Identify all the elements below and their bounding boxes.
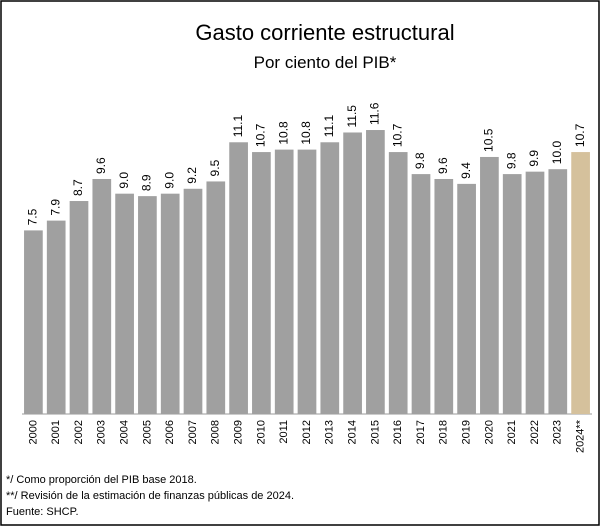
bar: [115, 193, 134, 414]
x-tick-label: 2006: [164, 420, 176, 444]
note: */ Como proporción del PIB base 2018.: [6, 474, 197, 486]
bar: [92, 178, 112, 414]
bar: [252, 152, 271, 414]
x-tick-label: 2003: [96, 420, 108, 444]
x-tick-label: 2019: [461, 420, 473, 444]
data-label: 9.2: [185, 167, 199, 184]
bar: [297, 149, 317, 414]
data-label: 10.7: [254, 123, 268, 147]
x-tick-label: 2013: [324, 420, 336, 444]
bar: [343, 132, 362, 415]
data-label: 9.9: [527, 150, 541, 167]
bar: [24, 230, 43, 414]
x-tick-label: 2014: [347, 420, 359, 444]
x-tick-label: 2009: [233, 420, 245, 444]
data-label: 11.1: [231, 114, 245, 137]
bar: [434, 178, 454, 414]
bar: [571, 152, 590, 414]
bar: [411, 174, 431, 414]
x-tick-label: 2016: [392, 420, 404, 444]
data-label: 9.6: [94, 157, 108, 174]
chart-title: Gasto corriente estructural: [195, 20, 454, 45]
data-label: 10.7: [390, 123, 404, 147]
bar: [206, 181, 226, 414]
x-tick-label: 2022: [529, 420, 541, 444]
note: **/ Revisión de la estimación de finanza…: [6, 490, 294, 502]
x-tick-label: 2010: [255, 420, 267, 444]
bar: [320, 142, 340, 414]
data-label: 10.8: [299, 121, 313, 145]
data-label: 10.7: [573, 123, 587, 147]
x-tick-label: 2018: [438, 420, 450, 444]
data-label: 10.0: [550, 141, 564, 165]
data-label: 11.1: [322, 114, 336, 137]
bar: [274, 149, 294, 414]
data-label: 9.6: [436, 157, 450, 174]
x-tick-label: 2011: [278, 420, 290, 444]
data-label: 8.9: [140, 174, 154, 191]
bar: [457, 183, 476, 414]
data-label: 7.5: [26, 208, 40, 225]
x-tick-label: 2015: [369, 420, 381, 444]
data-label: 9.0: [162, 172, 176, 189]
bar: [525, 171, 545, 414]
bar: [366, 130, 385, 415]
bar: [480, 156, 499, 414]
x-tick-label: 2012: [301, 420, 313, 444]
data-label: 9.8: [504, 152, 518, 169]
data-label: 11.5: [345, 105, 359, 128]
x-tick-label: 2023: [552, 420, 564, 444]
note: Fuente: SHCP.: [6, 506, 79, 518]
data-label: 11.6: [368, 102, 382, 125]
bar: [548, 169, 568, 414]
bar: [160, 193, 180, 414]
data-label: 7.9: [48, 199, 62, 216]
bar: [69, 201, 89, 414]
x-tick-label: 2005: [141, 420, 153, 444]
chart-subtitle: Por ciento del PIB*: [254, 53, 397, 72]
data-label: 9.8: [413, 152, 427, 169]
x-tick-label: 2024**: [575, 419, 587, 453]
data-label: 9.0: [117, 172, 131, 189]
x-tick-label: 2000: [27, 420, 39, 444]
bar: [229, 142, 248, 414]
x-tick-label: 2007: [187, 420, 199, 444]
x-tick-label: 2002: [73, 420, 85, 444]
data-label: 9.4: [459, 162, 473, 179]
x-tick-label: 2001: [50, 420, 62, 444]
x-tick-label: 2004: [119, 420, 131, 444]
x-tick-label: 2020: [483, 420, 495, 444]
data-label: 8.7: [71, 179, 85, 196]
x-tick-label: 2008: [210, 420, 222, 444]
data-label: 9.5: [208, 159, 222, 176]
data-label: 10.5: [482, 128, 496, 152]
x-tick-label: 2021: [506, 420, 518, 444]
data-label: 10.8: [276, 121, 290, 145]
x-tick-label: 2017: [415, 420, 427, 444]
bar: [138, 196, 157, 414]
bar: [388, 152, 408, 414]
bar: [502, 174, 522, 414]
bar: [46, 220, 66, 414]
bar: [183, 188, 203, 414]
